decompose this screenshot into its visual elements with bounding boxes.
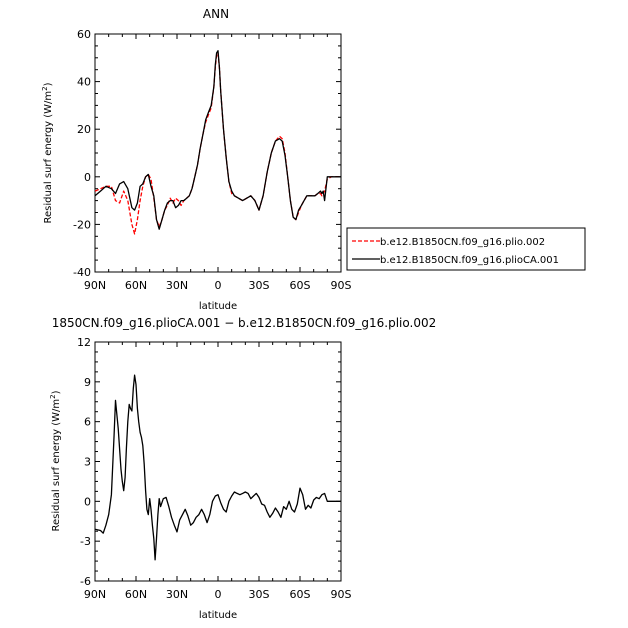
bottom-y-tick-label: 9 (84, 376, 91, 389)
legend-box (346, 227, 586, 271)
top-x-tick-label: 30N (166, 279, 188, 292)
top-y-tick-label: -20 (73, 218, 91, 231)
top-panel: ANN 90N 60N 30N 0 30S 60S 90S -40 -20 0 20 40 60 Res… (41, 7, 352, 312)
top-y-tick-label: 0 (84, 171, 91, 184)
top-y-axis-label-main: Residual surf energy (W/m (43, 91, 54, 224)
bottom-x-tick-label: 90S (331, 588, 352, 601)
bottom-panel: 1850CN.f09_g16.plioCA.001 − b.e12.B1850C… (49, 316, 436, 621)
top-x-tick-label: 90S (331, 279, 352, 292)
top-y-tick-label: -40 (73, 266, 91, 279)
bottom-series-lines (94, 374, 341, 561)
bottom-chart-title: 1850CN.f09_g16.plioCA.001 − b.e12.B1850C… (52, 316, 436, 330)
bottom-y-tick-label: 0 (84, 495, 91, 508)
bottom-x-tick-label: 60N (125, 588, 147, 601)
bottom-x-tick-label: 60S (290, 588, 311, 601)
top-series-line-1 (94, 50, 341, 230)
top-y-tick-label: 20 (77, 123, 91, 136)
bottom-y-axis-label-main: Residual surf energy (W/m (51, 399, 62, 532)
bottom-y-tick-label: 3 (84, 456, 91, 469)
bottom-plot-frame (94, 341, 342, 582)
top-x-tick-label: 30S (249, 279, 270, 292)
bottom-y-axis-label-close: ) (51, 390, 62, 394)
bottom-x-tick-label: 30N (166, 588, 188, 601)
bottom-x-tick-label: 90N (84, 588, 106, 601)
top-x-tick-label: 0 (215, 279, 222, 292)
bottom-x-tick-label: 0 (215, 588, 222, 601)
bottom-y-axis-label: Residual surf energy (W/m2) (49, 390, 62, 531)
legend-entry-pliocA: b.e12.B1850CN.f09_g16.plioCA.001 (380, 255, 559, 266)
top-y-tick-label: 60 (77, 28, 91, 41)
top-plot-frame (94, 33, 342, 273)
top-y-axis-label-group: Residual surf energy (W/m2) (41, 82, 54, 223)
bottom-y-axis-label-superscript: 2 (49, 394, 57, 398)
top-x-tick-label: 60S (290, 279, 311, 292)
bottom-x-axis-label: latitude (199, 610, 237, 621)
top-x-tick-label: 60N (125, 279, 147, 292)
bottom-axis-ticks: 90N 60N 30N 0 30S 60S 90S -6 -3 0 3 6 9 12 (77, 336, 352, 601)
legend-entry-plio: b.e12.B1850CN.f09_g16.plio.002 (380, 237, 545, 248)
bottom-y-tick-label: 6 (84, 416, 91, 429)
top-chart-title: ANN (203, 7, 229, 21)
bottom-y-axis-label-group: Residual surf energy (W/m2) (49, 390, 62, 531)
bottom-series-line-0 (94, 374, 341, 561)
top-y-axis-label-superscript: 2 (41, 86, 49, 90)
top-y-axis-label: Residual surf energy (W/m2) (41, 82, 54, 223)
top-x-axis-label: latitude (199, 301, 237, 312)
bottom-y-tick-label: 12 (77, 336, 91, 349)
top-axis-ticks: 90N 60N 30N 0 30S 60S 90S -40 -20 0 20 40 60 (73, 28, 351, 292)
top-y-axis-label-close: ) (43, 82, 54, 86)
top-series-lines (94, 50, 341, 235)
bottom-x-tick-label: 30S (249, 588, 270, 601)
bottom-y-tick-label: -3 (80, 535, 91, 548)
bottom-y-tick-label: -6 (80, 575, 91, 588)
legend: b.e12.B1850CN.f09_g16.plio.002 b.e12.B18… (346, 227, 586, 271)
top-y-tick-label: 40 (77, 76, 91, 89)
top-x-tick-label: 90N (84, 279, 106, 292)
